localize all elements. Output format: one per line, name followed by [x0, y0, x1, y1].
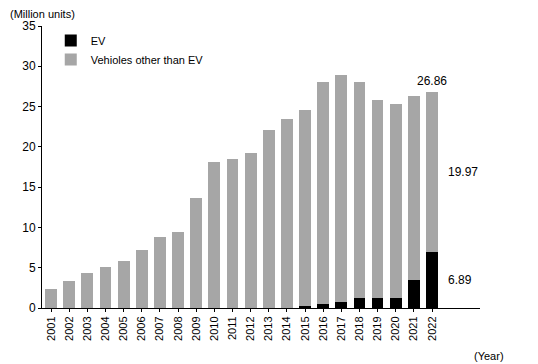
svg-text:2021: 2021 [407, 316, 419, 340]
svg-text:30: 30 [22, 59, 36, 73]
svg-text:6.89: 6.89 [448, 273, 472, 287]
svg-text:2007: 2007 [153, 316, 165, 340]
svg-text:2003: 2003 [81, 316, 93, 340]
svg-text:20: 20 [22, 140, 36, 154]
svg-text:2006: 2006 [135, 316, 147, 340]
svg-text:2009: 2009 [190, 316, 202, 340]
svg-text:(Million units): (Million units) [10, 8, 75, 20]
svg-text:2011: 2011 [226, 316, 238, 340]
svg-text:Vehioles other than EV: Vehioles other than EV [91, 54, 204, 66]
svg-text:2014: 2014 [280, 316, 292, 340]
svg-text:2004: 2004 [99, 316, 111, 340]
svg-text:0: 0 [29, 301, 36, 315]
svg-text:25: 25 [22, 100, 36, 114]
svg-text:35: 35 [22, 19, 36, 33]
svg-text:2016: 2016 [317, 316, 329, 340]
svg-text:2005: 2005 [117, 316, 129, 340]
svg-text:2017: 2017 [335, 316, 347, 340]
svg-text:2018: 2018 [353, 316, 365, 340]
svg-text:2019: 2019 [371, 316, 383, 340]
svg-text:2001: 2001 [45, 316, 57, 340]
svg-text:2015: 2015 [299, 316, 311, 340]
svg-text:10: 10 [22, 221, 36, 235]
svg-text:EV: EV [91, 35, 106, 47]
svg-text:15: 15 [22, 180, 36, 194]
svg-text:5: 5 [29, 261, 36, 275]
svg-text:26.86: 26.86 [417, 74, 447, 88]
svg-text:2012: 2012 [244, 316, 256, 340]
svg-text:2022: 2022 [426, 316, 438, 340]
svg-text:2020: 2020 [389, 316, 401, 340]
svg-text:19.97: 19.97 [448, 165, 478, 179]
svg-text:2002: 2002 [63, 316, 75, 340]
svg-text:2010: 2010 [208, 316, 220, 340]
svg-text:2013: 2013 [262, 316, 274, 340]
svg-text:2008: 2008 [172, 316, 184, 340]
svg-text:(Year): (Year) [474, 350, 504, 362]
